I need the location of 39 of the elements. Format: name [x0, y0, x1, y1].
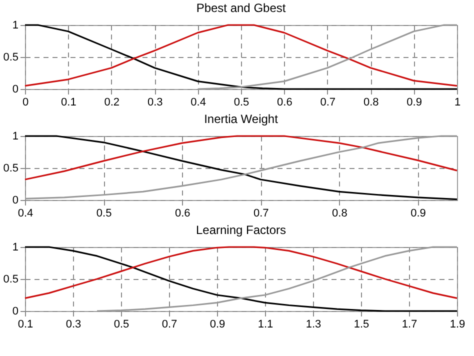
- x-tick-label: 0.5: [234, 96, 250, 108]
- y-tick-label: 0.5: [3, 162, 18, 174]
- x-tick-label: 0.4: [18, 208, 34, 220]
- y-tick-label: 1: [12, 242, 18, 254]
- x-tick-label: 0.1: [18, 318, 34, 330]
- x-tick-label: 0.1: [61, 96, 76, 108]
- x-tick-label: 1.5: [354, 318, 370, 330]
- x-tick-label: 1.3: [306, 318, 322, 330]
- x-tick-label: 1.7: [402, 318, 418, 330]
- x-tick-label: 0.3: [66, 318, 82, 330]
- x-tick-label: 0.5: [114, 318, 130, 330]
- chart-title: Inertia Weight: [204, 112, 279, 126]
- x-tick-label: 0.7: [253, 208, 269, 220]
- y-tick-label: 1: [12, 130, 18, 142]
- y-tick-label: 1: [12, 20, 18, 32]
- x-tick-label: 0.6: [277, 96, 292, 108]
- x-tick-label: 1.9: [450, 318, 466, 330]
- x-tick-label: 0.4: [190, 96, 206, 108]
- x-tick-label: 0.2: [104, 96, 120, 108]
- x-tick-label: 0.9: [210, 318, 226, 330]
- y-tick-label: 0.5: [3, 52, 18, 64]
- x-tick-label: 0.8: [363, 96, 379, 108]
- chart-title: Pbest and Gbest: [196, 1, 286, 15]
- y-tick-label: 0: [12, 194, 18, 206]
- x-tick-label: 1.1: [258, 318, 274, 330]
- x-tick-label: 0: [22, 96, 29, 108]
- x-tick-label: 1: [454, 96, 461, 108]
- y-tick-label: 0.5: [3, 274, 18, 286]
- chart-title: Learning Factors: [196, 223, 286, 237]
- y-tick-label: 0: [12, 306, 18, 318]
- x-tick-label: 0.8: [332, 208, 348, 220]
- x-tick-label: 0.5: [96, 208, 112, 220]
- x-tick-label: 0.9: [410, 208, 426, 220]
- x-tick-label: 0.7: [320, 96, 336, 108]
- x-tick-label: 0.3: [147, 96, 163, 108]
- x-tick-label: 0.6: [174, 208, 190, 220]
- y-tick-label: 0: [12, 84, 18, 96]
- x-tick-label: 0.9: [406, 96, 422, 108]
- x-tick-label: 0.7: [162, 318, 178, 330]
